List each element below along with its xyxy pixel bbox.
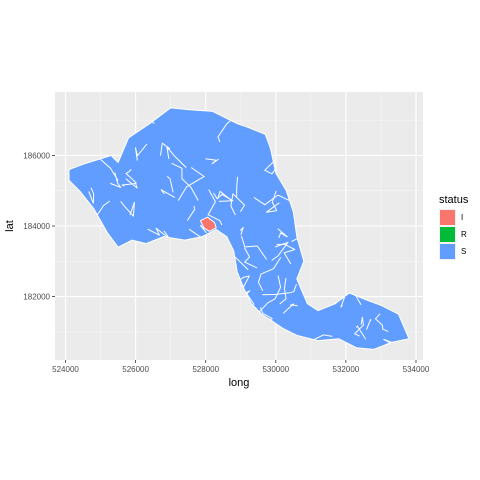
region-border [265,190,280,213]
region-border [277,228,288,239]
x-tick-label: 530000 [262,365,289,374]
map-region-S [68,107,410,350]
region-border [207,189,223,226]
x-axis: 524000 526000 528000 530000 532000 534000 [52,360,430,374]
region-border [257,257,282,292]
region-border [171,162,199,201]
x-tick-label: 534000 [403,365,430,374]
region-border [160,189,176,199]
legend-key-R [440,227,455,242]
region-border [94,200,111,219]
region-border [213,192,234,202]
region-border [374,313,389,333]
region-border [120,200,135,217]
legend-key-I [440,210,455,225]
region-border [166,176,174,193]
region-border [271,241,289,261]
region-border [205,158,219,165]
region-border [236,176,238,197]
x-axis-title: long [229,377,250,389]
legend: status IRS [439,194,469,260]
region-border [88,187,95,204]
x-tick-label: 528000 [192,365,219,374]
y-axis: 182000 184000 186000 [23,151,55,302]
x-tick-label: 526000 [122,365,149,374]
region-border [255,275,282,316]
x-tick-label: 524000 [52,365,79,374]
region-border [125,169,137,184]
region-border [282,303,298,314]
x-tick-label: 532000 [333,365,360,374]
region-border [240,235,268,260]
region-border [230,193,246,216]
region-border [110,172,122,188]
region-border [200,224,207,233]
region-border [239,227,244,235]
region-border [340,296,346,308]
region-border [355,325,367,340]
legend-title: status [439,194,469,206]
legend-key-S [440,244,455,259]
region-border [186,205,196,221]
region-border [383,338,402,350]
y-tick-label: 186000 [23,151,50,160]
y-axis-title: lat [4,220,16,232]
y-tick-label: 182000 [23,293,50,302]
region-border [135,143,148,161]
region-border [243,247,258,269]
legend-label-I: I [461,213,463,222]
map-regions [68,107,410,350]
region-border [166,146,187,168]
region-border [354,316,364,337]
y-tick-label: 184000 [23,222,50,231]
region-border [366,318,372,330]
legend-label-S: S [461,247,466,256]
region-border [253,194,291,206]
region-border [147,227,171,240]
region-border [262,284,297,296]
legend-label-R: R [461,230,467,239]
region-border [177,167,205,201]
region-border [121,178,138,189]
map-region-I [199,216,217,232]
